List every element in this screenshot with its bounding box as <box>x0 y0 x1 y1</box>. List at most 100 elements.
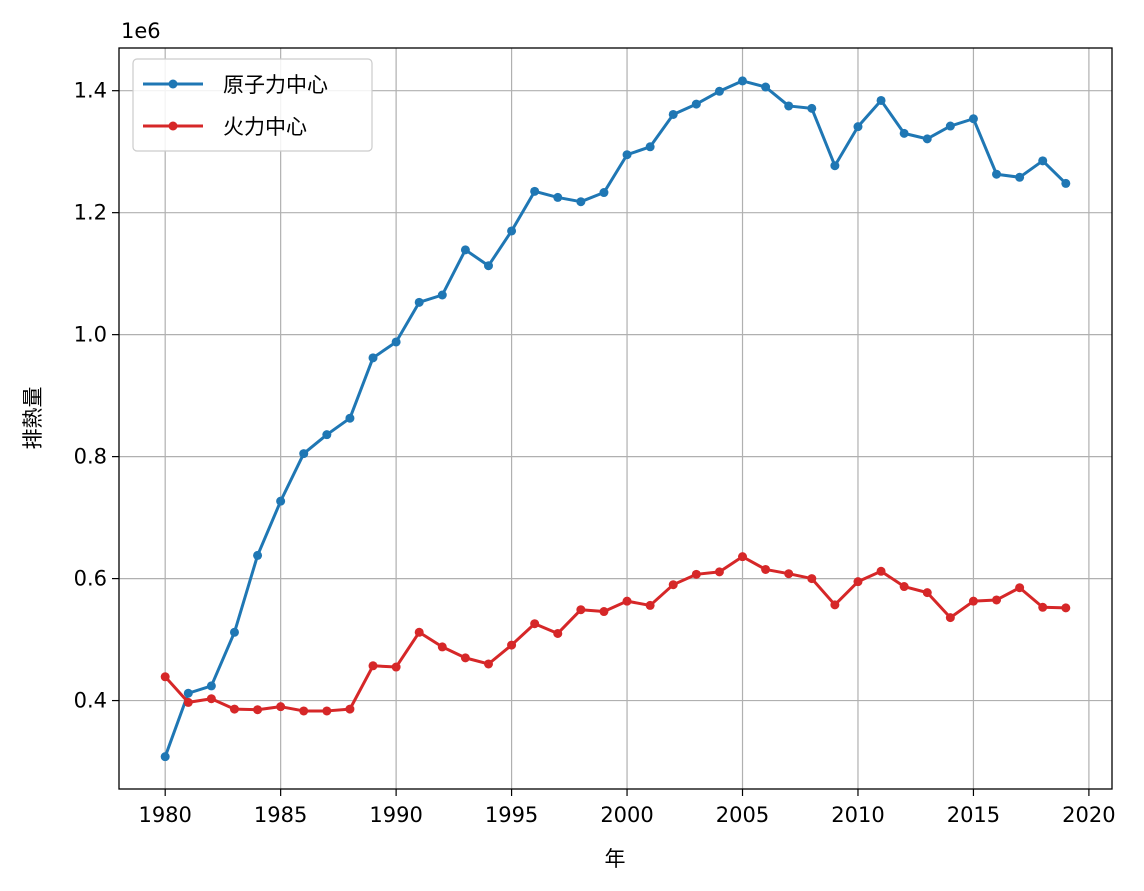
data-point-thermal <box>437 642 447 652</box>
data-point-thermal <box>183 697 193 707</box>
data-point-nuclear <box>668 109 678 119</box>
data-point-nuclear <box>853 122 863 132</box>
data-point-nuclear <box>876 95 886 105</box>
data-point-nuclear <box>761 82 771 92</box>
data-point-thermal <box>714 567 724 577</box>
y-offset-label: 1e6 <box>121 19 161 43</box>
data-point-thermal <box>830 600 840 610</box>
data-point-nuclear <box>460 245 470 255</box>
data-point-nuclear <box>276 496 286 506</box>
grid-lines <box>119 48 1112 789</box>
data-point-nuclear <box>599 188 609 198</box>
data-point-thermal <box>253 705 263 715</box>
data-point-thermal <box>853 577 863 587</box>
data-point-nuclear <box>368 353 378 363</box>
data-point-nuclear <box>345 413 355 423</box>
data-point-thermal <box>945 613 955 623</box>
legend-marker-nuclear <box>168 79 178 89</box>
data-point-nuclear <box>738 76 748 86</box>
data-point-nuclear <box>206 681 216 691</box>
series-nuclear <box>160 76 1071 762</box>
legend-marker-thermal <box>168 121 178 131</box>
data-point-nuclear <box>576 197 586 207</box>
data-point-thermal <box>322 706 332 716</box>
data-point-nuclear <box>622 150 632 160</box>
data-point-thermal <box>530 619 540 629</box>
data-point-thermal <box>206 694 216 704</box>
data-point-nuclear <box>992 169 1002 179</box>
series-line-nuclear <box>163 79 1067 758</box>
series-line-thermal <box>164 555 1066 713</box>
x-tick-label: 2005 <box>716 803 769 827</box>
data-point-thermal <box>899 582 909 592</box>
data-point-thermal <box>784 569 794 579</box>
data-point-thermal <box>1015 583 1025 593</box>
data-point-nuclear <box>253 550 263 560</box>
data-point-nuclear <box>160 752 170 762</box>
data-point-nuclear <box>830 161 840 171</box>
data-point-nuclear <box>229 627 239 637</box>
data-point-thermal <box>229 704 239 714</box>
y-tick-label: 1.0 <box>74 323 107 347</box>
x-tick-label: 1990 <box>369 803 422 827</box>
data-point-nuclear <box>1015 172 1025 182</box>
data-point-nuclear <box>183 688 193 698</box>
data-point-nuclear <box>691 99 701 109</box>
data-point-nuclear <box>299 449 309 459</box>
data-point-thermal <box>276 702 286 712</box>
data-point-nuclear <box>714 86 724 96</box>
y-axis-ticks: 0.4 0.6 0.8 1.0 1.2 1.4 <box>74 79 119 713</box>
data-point-thermal <box>807 574 817 584</box>
data-point-nuclear <box>553 192 563 202</box>
data-point-thermal <box>345 704 355 714</box>
data-point-thermal <box>483 659 493 669</box>
data-point-thermal <box>691 569 701 579</box>
y-tick-label: 0.6 <box>74 567 107 591</box>
data-point-nuclear <box>807 103 817 113</box>
series-layer <box>160 76 1071 762</box>
data-point-thermal <box>622 596 632 606</box>
y-tick-label: 1.2 <box>74 201 107 225</box>
x-axis-ticks: 1980 1985 1990 1995 2000 2005 2010 2015 2020 <box>138 789 1116 827</box>
data-point-nuclear <box>437 290 447 300</box>
y-axis-label: 排熱量 <box>21 387 45 450</box>
x-axis-label: 年 <box>605 847 626 871</box>
data-point-nuclear <box>645 142 655 152</box>
data-point-thermal <box>368 661 378 671</box>
legend-label-thermal: 火力中心 <box>223 115 307 139</box>
data-point-thermal <box>968 596 978 606</box>
data-point-thermal <box>414 627 424 637</box>
data-point-nuclear <box>483 261 493 271</box>
data-point-nuclear <box>899 128 909 138</box>
x-tick-label: 2015 <box>947 803 1000 827</box>
data-point-thermal <box>460 653 470 663</box>
x-tick-label: 2000 <box>600 803 653 827</box>
data-point-thermal <box>576 605 586 615</box>
data-point-nuclear <box>784 101 794 111</box>
data-point-thermal <box>922 588 932 598</box>
series-thermal <box>160 552 1071 716</box>
data-point-nuclear <box>922 134 932 144</box>
x-tick-label: 2020 <box>1062 803 1115 827</box>
data-point-nuclear <box>945 121 955 131</box>
y-tick-label: 1.4 <box>74 79 107 103</box>
data-point-thermal <box>299 706 309 716</box>
x-tick-label: 1995 <box>485 803 538 827</box>
data-point-thermal <box>599 607 609 617</box>
data-point-nuclear <box>1038 156 1048 166</box>
data-point-thermal <box>160 672 170 682</box>
data-point-thermal <box>1061 603 1071 613</box>
legend: 原子力中心 火力中心 <box>132 58 373 152</box>
data-point-thermal <box>876 566 886 576</box>
data-point-nuclear <box>414 297 424 307</box>
y-tick-label: 0.4 <box>74 689 107 713</box>
y-tick-label: 0.8 <box>74 445 107 469</box>
data-point-thermal <box>668 580 678 590</box>
legend-box <box>132 58 373 152</box>
data-point-nuclear <box>322 430 332 440</box>
data-point-nuclear <box>1061 178 1071 188</box>
data-point-thermal <box>992 595 1002 605</box>
x-tick-label: 2010 <box>831 803 884 827</box>
data-point-thermal <box>645 600 655 610</box>
